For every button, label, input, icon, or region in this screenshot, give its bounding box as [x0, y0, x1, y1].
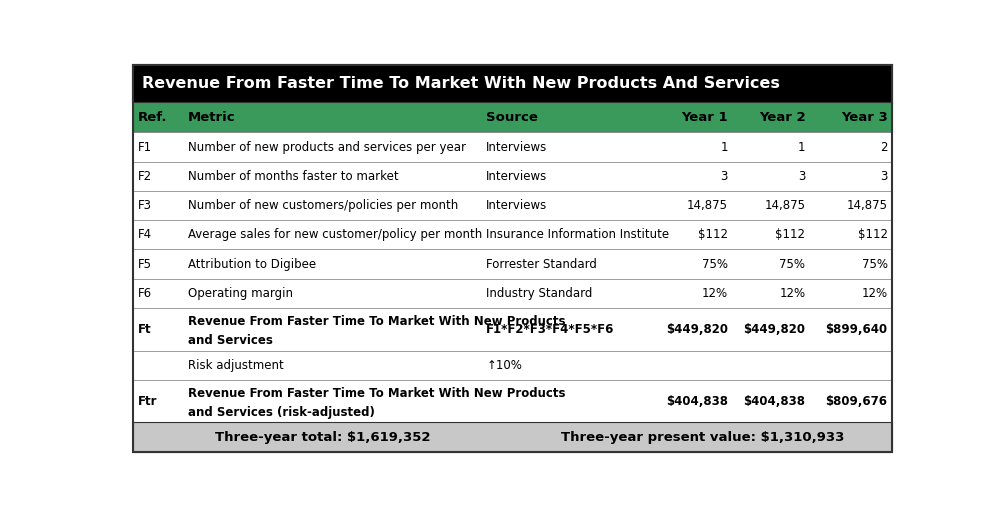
- Text: Year 3: Year 3: [841, 111, 888, 124]
- Text: Number of months faster to market: Number of months faster to market: [188, 170, 398, 183]
- Text: 75%: 75%: [779, 258, 805, 270]
- Bar: [133, 422, 892, 452]
- Text: Year 1: Year 1: [681, 111, 728, 124]
- Text: 12%: 12%: [861, 287, 888, 300]
- Text: F4: F4: [137, 228, 152, 241]
- Bar: [133, 249, 892, 279]
- Text: 2: 2: [880, 140, 888, 154]
- Text: and Services: and Services: [188, 334, 273, 347]
- Text: $112: $112: [858, 228, 888, 241]
- Text: Risk adjustment: Risk adjustment: [188, 359, 284, 372]
- Bar: [133, 220, 892, 249]
- Text: Operating margin: Operating margin: [188, 287, 293, 300]
- Text: 14,875: 14,875: [847, 199, 888, 212]
- Text: $112: $112: [698, 228, 728, 241]
- Text: F1: F1: [137, 140, 152, 154]
- Bar: [133, 279, 892, 308]
- Text: Interviews: Interviews: [486, 140, 547, 154]
- Text: Ftr: Ftr: [137, 395, 157, 408]
- Text: Interviews: Interviews: [486, 170, 547, 183]
- Text: Revenue From Faster Time To Market With New Products And Services: Revenue From Faster Time To Market With …: [142, 76, 780, 91]
- Text: 14,875: 14,875: [764, 199, 805, 212]
- Text: Source: Source: [486, 111, 538, 124]
- Bar: [133, 380, 892, 422]
- Text: 75%: 75%: [862, 258, 888, 270]
- Bar: [133, 191, 892, 220]
- Text: $449,820: $449,820: [666, 323, 728, 336]
- Text: 3: 3: [721, 170, 728, 183]
- Text: 3: 3: [880, 170, 888, 183]
- Text: Insurance Information Institute: Insurance Information Institute: [486, 228, 669, 241]
- Text: Three-year total: $1,619,352: Three-year total: $1,619,352: [215, 431, 430, 443]
- Text: Number of new products and services per year: Number of new products and services per …: [188, 140, 466, 154]
- Bar: [133, 162, 892, 191]
- Text: $809,676: $809,676: [826, 395, 888, 408]
- Text: Interviews: Interviews: [486, 199, 547, 212]
- Text: Year 2: Year 2: [759, 111, 805, 124]
- Text: 14,875: 14,875: [687, 199, 728, 212]
- Text: 12%: 12%: [702, 287, 728, 300]
- Bar: [133, 308, 892, 351]
- Text: Revenue From Faster Time To Market With New Products: Revenue From Faster Time To Market With …: [188, 387, 565, 400]
- Text: $404,838: $404,838: [666, 395, 728, 408]
- Text: 12%: 12%: [779, 287, 805, 300]
- Text: 1: 1: [798, 140, 805, 154]
- Text: and Services (risk-adjusted): and Services (risk-adjusted): [188, 406, 375, 419]
- Text: Ft: Ft: [137, 323, 151, 336]
- Text: F2: F2: [137, 170, 152, 183]
- Text: $404,838: $404,838: [743, 395, 805, 408]
- Bar: [133, 133, 892, 162]
- Bar: [133, 66, 892, 102]
- Text: Attribution to Digibee: Attribution to Digibee: [188, 258, 316, 270]
- Text: ↑10%: ↑10%: [486, 359, 522, 372]
- Text: $112: $112: [775, 228, 805, 241]
- Text: F3: F3: [137, 199, 151, 212]
- Text: F5: F5: [137, 258, 151, 270]
- Text: Industry Standard: Industry Standard: [486, 287, 593, 300]
- Text: 3: 3: [798, 170, 805, 183]
- Text: $449,820: $449,820: [743, 323, 805, 336]
- Bar: [133, 102, 892, 133]
- Text: Average sales for new customer/policy per month: Average sales for new customer/policy pe…: [188, 228, 482, 241]
- Text: Metric: Metric: [188, 111, 235, 124]
- Text: 1: 1: [720, 140, 728, 154]
- Text: Forrester Standard: Forrester Standard: [486, 258, 597, 270]
- Text: $899,640: $899,640: [825, 323, 888, 336]
- Text: Three-year present value: $1,310,933: Three-year present value: $1,310,933: [561, 431, 844, 443]
- Text: Number of new customers/policies per month: Number of new customers/policies per mon…: [188, 199, 458, 212]
- Text: Ref.: Ref.: [137, 111, 167, 124]
- Text: Revenue From Faster Time To Market With New Products: Revenue From Faster Time To Market With …: [188, 315, 565, 328]
- Text: 75%: 75%: [702, 258, 728, 270]
- Bar: [133, 351, 892, 380]
- Text: F1*F2*F3*F4*F5*F6: F1*F2*F3*F4*F5*F6: [486, 323, 615, 336]
- Text: F6: F6: [137, 287, 152, 300]
